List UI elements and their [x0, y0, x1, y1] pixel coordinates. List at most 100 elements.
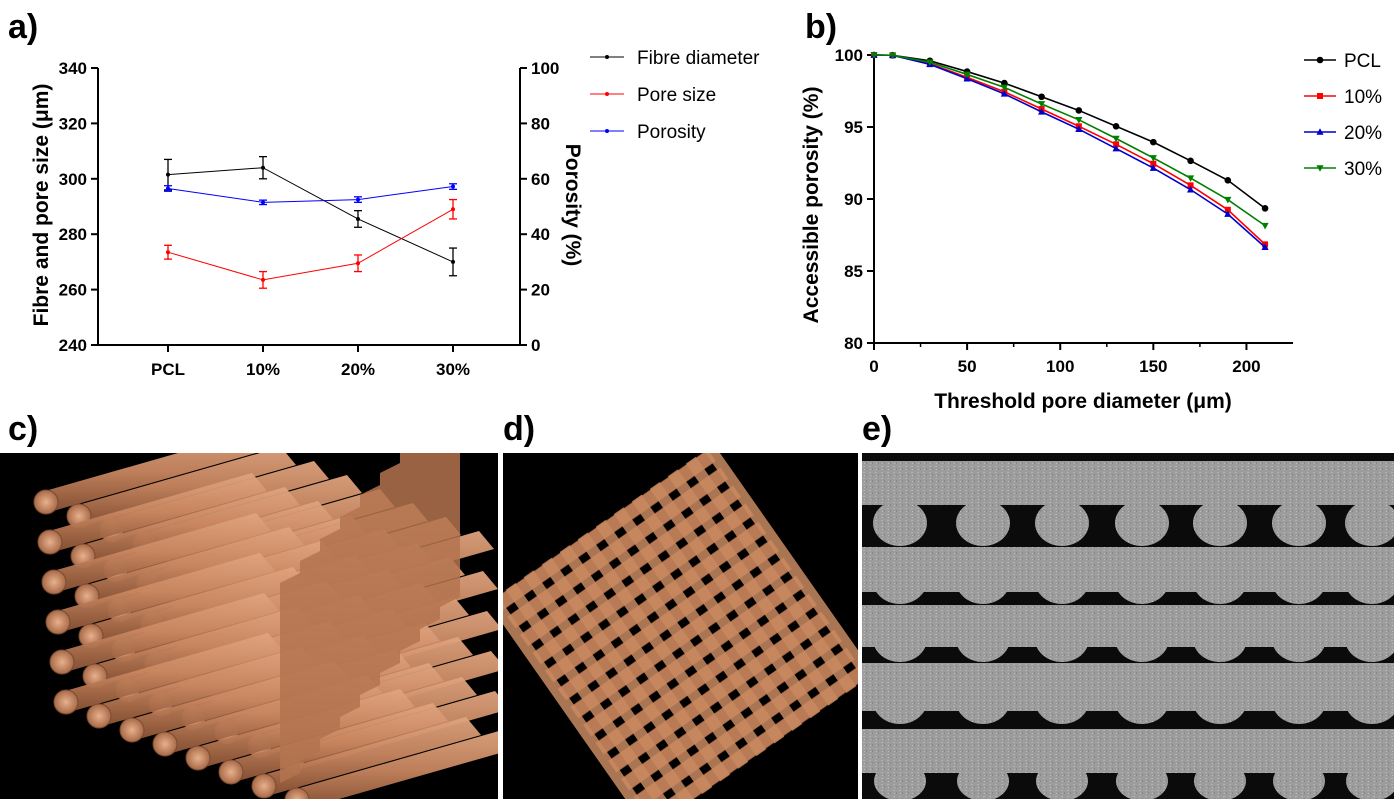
chart-b: Accessible porosity (%) Threshold pore d… [800, 46, 1382, 413]
chart-b-point [1038, 101, 1046, 108]
ct-fibre-band [862, 461, 1394, 505]
ct-fibre-cross-section [956, 558, 1010, 604]
fibre-side [340, 507, 360, 717]
ct-fibre-cross-section [1193, 500, 1247, 546]
scaffold-strut-vertical [595, 519, 767, 757]
fibre-rod [91, 647, 316, 725]
chart-b-ytick-label: 85 [844, 262, 863, 281]
chart-a-legend-label: Porosity [637, 122, 706, 143]
ct-fibre-cross-section [1036, 761, 1088, 799]
chart-a-point [261, 277, 265, 282]
chart-a-point [261, 165, 265, 170]
chart-a-series-line [167, 208, 454, 281]
ct-fibre-cross-section [1273, 761, 1325, 799]
ct-fibre-cross-section [873, 616, 927, 662]
fibre-end [185, 745, 211, 771]
chart-b-point [1224, 206, 1231, 213]
chart-a-point [451, 259, 455, 264]
image-panel-d [503, 453, 858, 799]
chart-a-xtick-label: 30% [436, 360, 470, 379]
fibre-end [33, 489, 59, 515]
fibre-end [119, 717, 145, 743]
panel-label-a: a) [8, 8, 38, 46]
scaffold-strut-vertical [577, 532, 749, 769]
ct-fibre-cross-section [874, 761, 926, 799]
micro-ct-cross-section-icon [862, 461, 1394, 799]
chart-a-ytick-label: 340 [59, 59, 87, 78]
image-panel-e [862, 453, 1394, 799]
chart-a-ytick-label: 260 [59, 281, 87, 300]
ct-fibre-cross-section [956, 678, 1010, 724]
chart-a-ytick-label: 280 [59, 225, 87, 244]
fibre-end [53, 689, 79, 715]
chart-b-series-line [873, 54, 1266, 245]
fibre-rod [54, 593, 279, 671]
ct-fibre-cross-section [1115, 616, 1169, 662]
chart-a-y2tick-label: 80 [531, 114, 550, 133]
chart-a-legend-marker [605, 92, 609, 96]
chart-b-point [1075, 125, 1083, 132]
chart-b-xtick-label: 0 [869, 357, 878, 376]
fibre-rod [83, 567, 308, 645]
chart-b-point [1149, 155, 1157, 162]
chart-b-point [1000, 90, 1008, 97]
ct-fibre-cross-section [1345, 500, 1394, 546]
chart-a-series-line [167, 186, 454, 203]
scaffold-strut-vertical [541, 557, 713, 794]
fibre-rod [42, 473, 267, 551]
chart-b-point [870, 52, 878, 59]
ct-fibre-cross-section [1115, 558, 1169, 604]
fibre-end [251, 773, 277, 799]
chart-a-xtick-label: PCL [151, 360, 185, 379]
chart-a-y2label: Porosity (%) [561, 144, 584, 267]
fibre-rod [75, 487, 300, 565]
chart-a-y2tick-label: 20 [531, 281, 550, 300]
chart-b-ytick-label: 95 [844, 118, 863, 137]
fibre-rod [79, 527, 304, 605]
chart-b-point [1261, 205, 1269, 212]
fibre-end [218, 759, 244, 785]
chart-b-legend-marker [1316, 128, 1324, 135]
chart-b-point [1150, 138, 1157, 146]
fibre-rod [256, 717, 481, 795]
panel-label-e: e) [862, 410, 892, 448]
chart-a-xtick-label: 10% [246, 360, 280, 379]
chart-b-point [1186, 175, 1195, 182]
chart-b-point [1149, 164, 1157, 171]
fibre-end [284, 787, 310, 799]
fibre-side [420, 453, 440, 629]
ct-fibre-cross-section [1193, 678, 1247, 724]
chart-a-legend-marker [605, 129, 609, 133]
chart-b-point [1261, 222, 1269, 230]
chart-a-ytick-label: 320 [59, 114, 87, 133]
fibre-side [280, 573, 300, 783]
ct-fibre-cross-section [1116, 761, 1168, 799]
chart-b-point [1038, 108, 1046, 115]
ct-fibre-cross-section [1035, 558, 1089, 604]
chart-a-xtick-label: 20% [341, 360, 375, 379]
chart-b-point [1187, 182, 1194, 189]
chart-b-ytick-label: 100 [835, 46, 863, 65]
chart-b-series-line [873, 54, 1266, 209]
chart-a-y2tick-label: 60 [531, 170, 550, 189]
ct-fibre-cross-section [957, 761, 1009, 799]
fibre-side [360, 485, 380, 695]
ct-fibre-cross-section [1035, 678, 1089, 724]
chart-b-point [1224, 210, 1232, 217]
chart-b-point [1150, 160, 1157, 167]
fibre-end [41, 569, 67, 595]
scaffold-strut-vertical [685, 456, 857, 694]
chart-b-point [1000, 84, 1008, 92]
chart-b-point [1187, 157, 1194, 165]
chart-b-legend-label: 20% [1344, 123, 1382, 144]
scaffold-strut-vertical [503, 595, 659, 799]
fibre-rod [223, 703, 448, 781]
chart-a-legend-marker [605, 55, 609, 59]
ct-fibre-cross-section [1115, 500, 1169, 546]
scaffold-strut-vertical [649, 482, 821, 719]
chart-b-point [1186, 185, 1195, 193]
chart-b-point [1112, 144, 1120, 152]
ct-fibre-cross-section [1345, 616, 1394, 662]
fibre-end [86, 703, 112, 729]
chart-b-legend-marker [1316, 165, 1324, 172]
